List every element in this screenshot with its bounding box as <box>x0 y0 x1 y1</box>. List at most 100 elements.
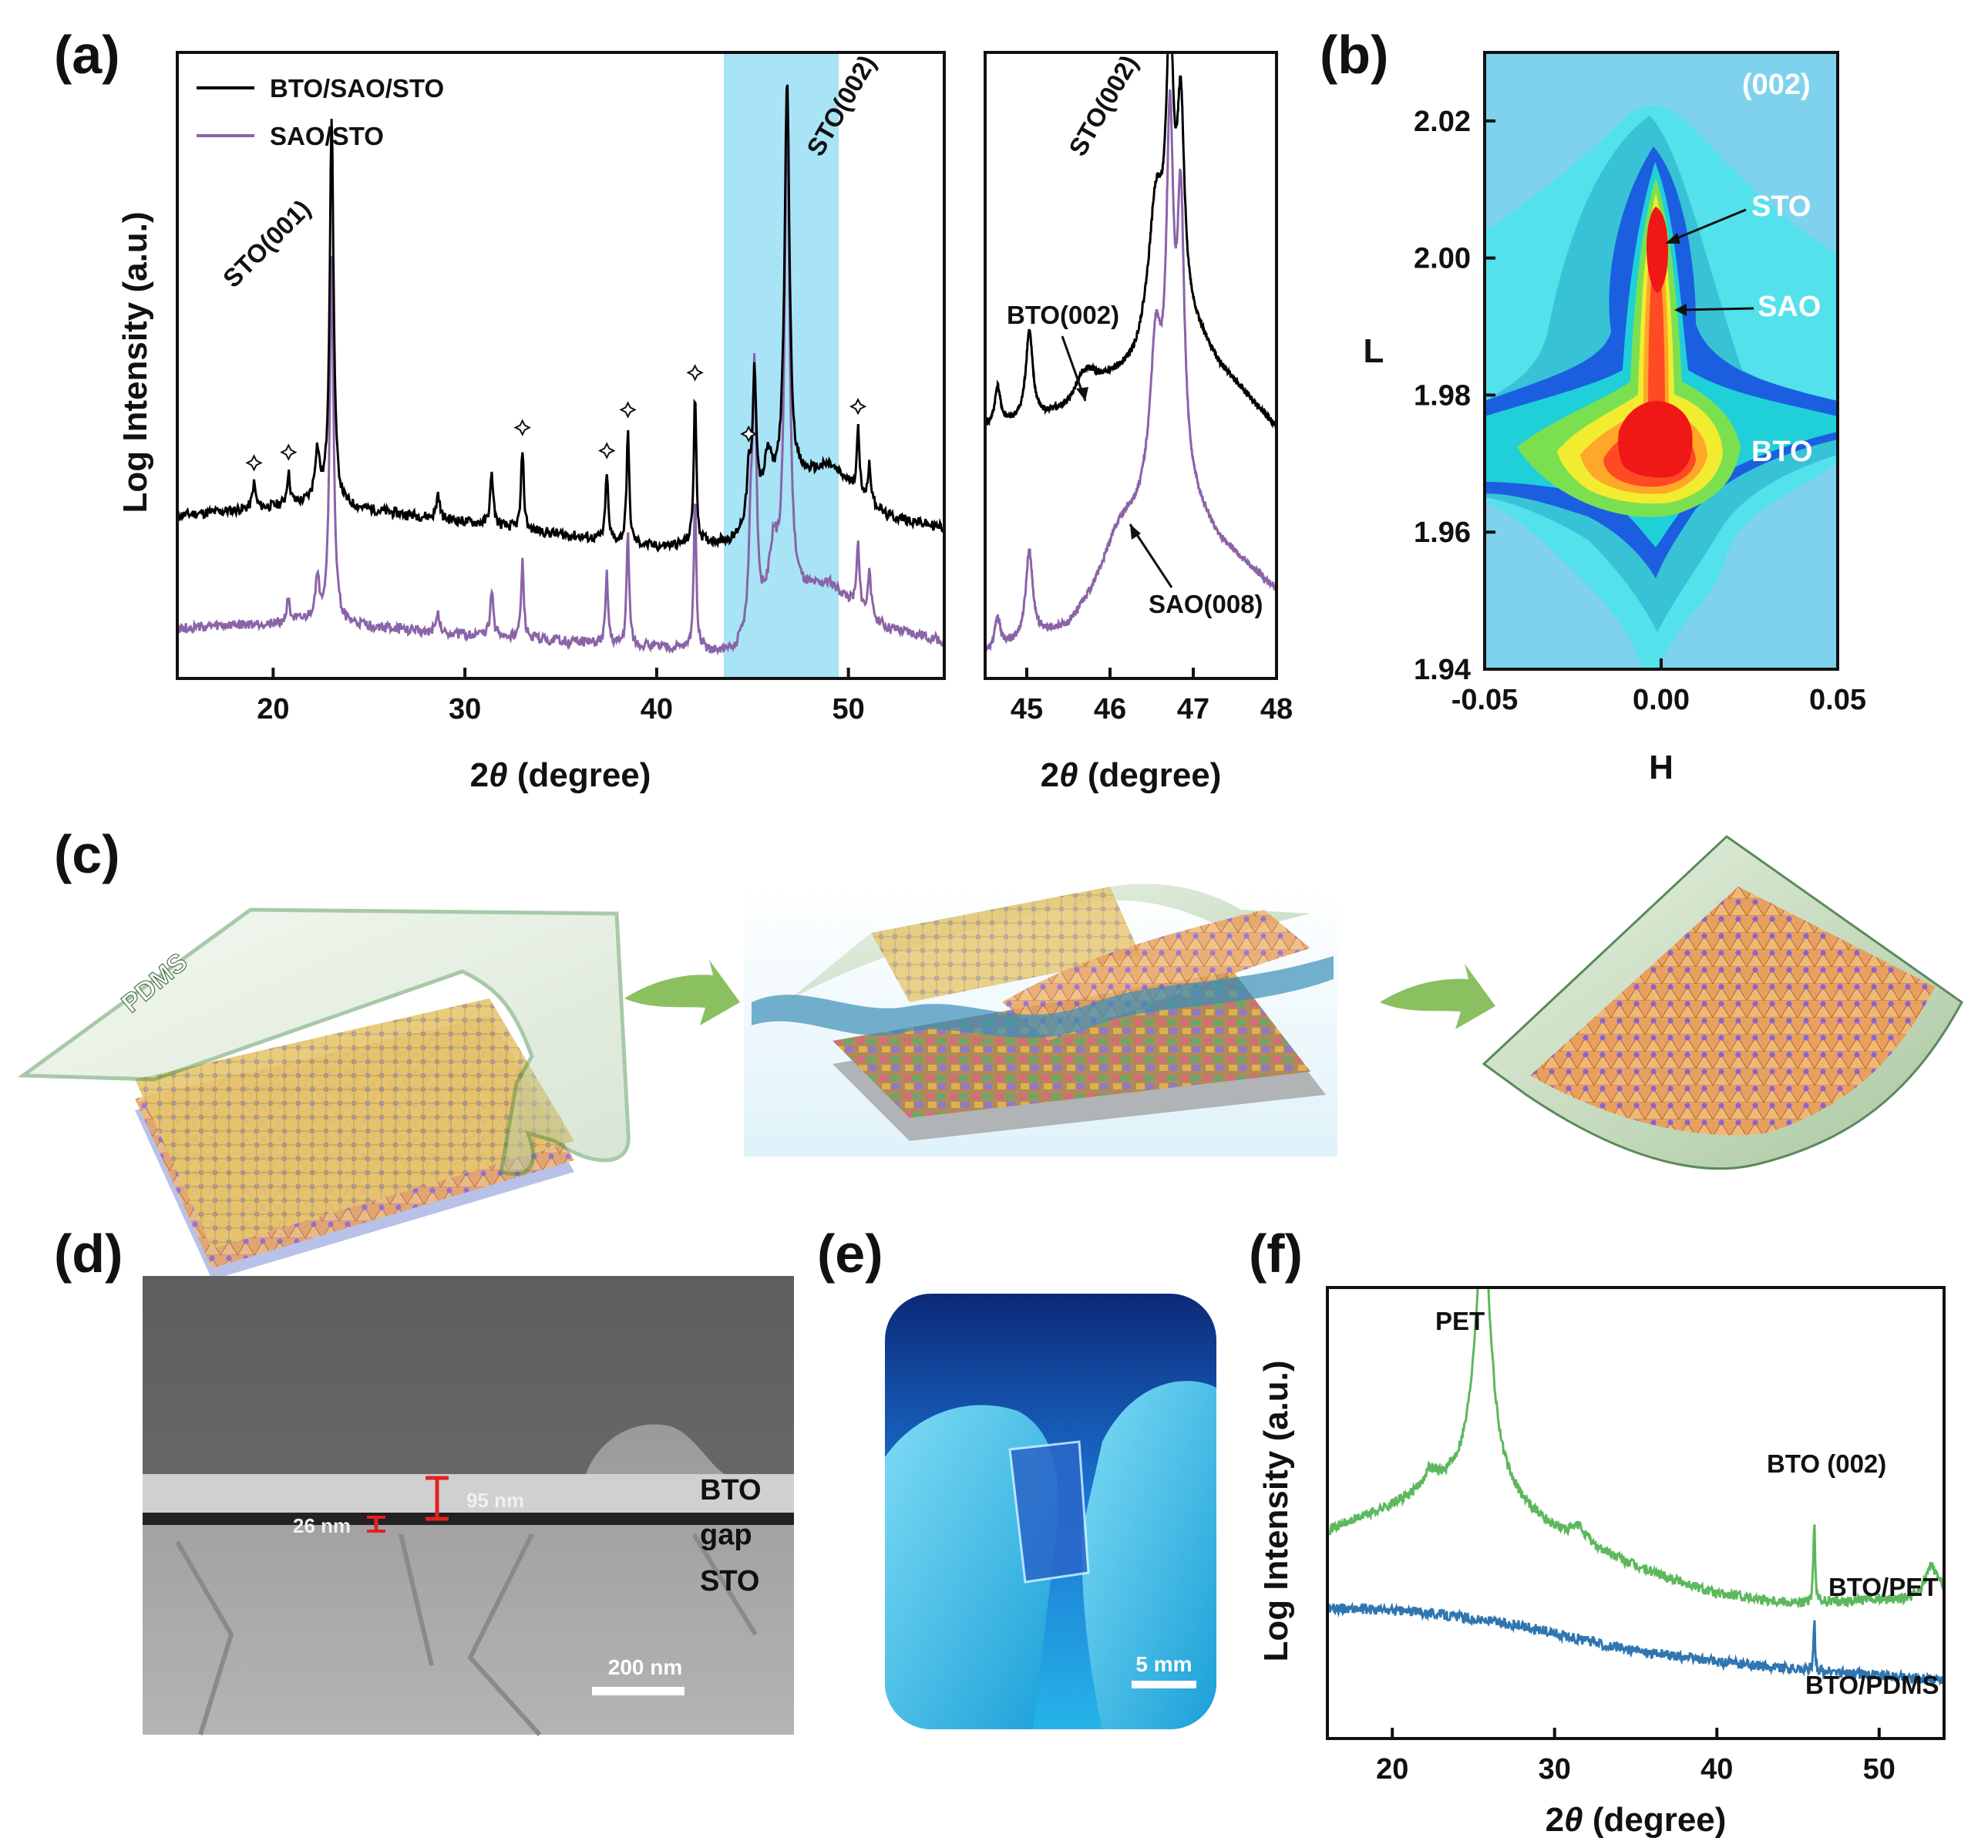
flexible-film-sample <box>1008 1440 1090 1584</box>
zoom-x-axis-label: 2θ (degree) <box>1041 756 1222 794</box>
f-annotation-bto-002: BTO (002) <box>1767 1449 1886 1478</box>
film-lattice <box>135 998 574 1249</box>
series-line-bto-pet <box>1327 1288 1944 1610</box>
sem-gap-layer <box>143 1513 794 1525</box>
thickness-label-95: 95 nm <box>466 1489 524 1512</box>
process-arrow-1 <box>624 960 740 1025</box>
y-tick-label: 1.96 <box>1414 517 1471 549</box>
series-line-bto-sao-sto-black <box>177 84 944 553</box>
sem-grain-boundaries <box>175 1533 758 1737</box>
substrate-peak-star <box>597 442 616 459</box>
panel-label-b: (b) <box>1320 25 1388 85</box>
zoom-annotation-sto-002: STO(002) <box>1063 50 1143 160</box>
x-ticks: 20 30 40 50 <box>257 668 865 725</box>
substrate-peak-star <box>619 401 637 419</box>
zoom-x-ticks: 45 46 47 48 <box>1011 668 1293 725</box>
arrow-sao <box>1680 307 1754 311</box>
y-tick-label: 2.00 <box>1414 243 1471 275</box>
x-axis-label-post: (degree) <box>508 756 651 794</box>
legend-label-bto-sao-sto: BTO/SAO/STO <box>270 74 444 103</box>
panel-b-rsm-map: -0.05 0.00 0.05 1.94 1.96 1.98 2.00 2.02 (002)… <box>1364 51 1866 786</box>
schematic-step-2 <box>744 884 1337 1156</box>
substrate-peak-star <box>849 398 867 416</box>
f-annotation-pet: PET <box>1435 1307 1485 1335</box>
arrowhead-sto <box>1665 233 1680 244</box>
x-axis-label-theta: θ <box>489 756 508 794</box>
panel-label-e: (e) <box>817 1224 883 1284</box>
x-tick-label: 40 <box>1700 1753 1733 1786</box>
map-x-axis-label: H <box>1649 749 1673 786</box>
y-tick-label: 2.02 <box>1414 106 1471 138</box>
thickness-label-26: 26 nm <box>293 1514 351 1537</box>
zoom-arrowhead-sao <box>1130 524 1141 540</box>
contour-level-8 <box>1603 224 1696 487</box>
panel-label-d: (d) <box>54 1224 123 1284</box>
substrate-peak-star <box>513 419 531 436</box>
panel-label-f: (f) <box>1249 1224 1303 1284</box>
x-tick-label: 50 <box>832 693 864 725</box>
arrowhead-sao <box>1674 304 1687 316</box>
star-markers <box>245 364 867 472</box>
peak-label-sto: STO <box>1751 190 1811 223</box>
sem-bto-layer <box>143 1474 794 1514</box>
sem-scale-label: 200 nm <box>608 1655 683 1679</box>
schematic-step-3 <box>1482 835 1963 1170</box>
x-tick-label: 30 <box>449 693 481 725</box>
zoom-plot-frame <box>984 51 1278 680</box>
x-tick-label: 20 <box>257 693 289 725</box>
sto-peak-core <box>1647 207 1668 293</box>
sem-label-gap: gap <box>700 1519 752 1551</box>
f-x-axis-label-pre: 2 <box>1546 1801 1564 1839</box>
substrate-peak-star <box>686 364 704 382</box>
x-axis-label: 2θ (degree) <box>470 756 651 794</box>
x-tick-label: 46 <box>1094 693 1126 725</box>
zoom-x-axis-label-pre: 2 <box>1041 756 1059 794</box>
substrate-peak-star <box>245 454 263 472</box>
process-arrow-2 <box>1380 964 1495 1029</box>
x-tick-label: 47 <box>1177 693 1209 725</box>
map-y-ticks: 1.94 1.96 1.98 2.00 2.02 <box>1414 106 1495 686</box>
map-y-axis-label: L <box>1364 332 1384 370</box>
peak-label-sao: SAO <box>1758 291 1821 323</box>
series-line-bto-pdms <box>1327 1601 1944 1688</box>
x-tick-label: 20 <box>1376 1753 1408 1786</box>
f-series-label-bto-pet: BTO/PET <box>1828 1573 1938 1601</box>
x-tick-label: 48 <box>1260 693 1293 725</box>
f-y-axis-label: Log Intensity (a.u.) <box>1257 1360 1295 1661</box>
map-title: (002) <box>1742 69 1811 101</box>
panel-a-main-chart: 20 30 40 50 BTO/SAO/STO SAO/STO STO(001) ST… <box>116 50 946 794</box>
panel-label-a: (a) <box>54 25 120 85</box>
sem-label-bto: BTO <box>700 1474 762 1506</box>
f-x-ticks: 20 30 40 50 <box>1376 1728 1895 1786</box>
x-tick-label: 30 <box>1539 1753 1571 1786</box>
water-wave <box>752 956 1334 1038</box>
f-plot-frame <box>1326 1286 1946 1740</box>
substrate-peak-star <box>740 425 758 443</box>
panel-label-c: (c) <box>54 824 120 884</box>
bto-peak-core <box>1618 401 1693 478</box>
panel-a-zoom-chart: 45 46 47 48 STO(002) BTO(002) SAO(008) 2θ (… <box>984 50 1293 794</box>
f-x-axis-label-theta: θ <box>1564 1801 1583 1839</box>
zoom-arrowhead-bto <box>1076 387 1088 401</box>
dissolved-sacrificial-layer <box>833 971 1310 1118</box>
x-tick-label: 0.00 <box>1633 684 1690 716</box>
arrow-sto <box>1670 208 1747 242</box>
y-tick-label: 1.98 <box>1414 379 1471 412</box>
zoom-x-axis-label-post: (degree) <box>1078 756 1222 794</box>
photo-scale-label: 5 mm <box>1135 1652 1192 1676</box>
zoom-series-line-bto-sao-sto <box>985 52 1277 429</box>
sem-label-sto: STO <box>700 1565 759 1597</box>
y-tick-label: 1.94 <box>1414 654 1471 686</box>
x-tick-label: 45 <box>1011 693 1043 725</box>
f-x-axis-label: 2θ (degree) <box>1546 1801 1727 1839</box>
series-line-bto-sao-sto <box>177 109 944 656</box>
peeled-film-lattice <box>871 887 1141 1002</box>
map-x-ticks: -0.05 0.00 0.05 <box>1451 658 1866 716</box>
y-axis-label: Log Intensity (a.u.) <box>116 211 154 513</box>
panel-d-sem: 95 nm 26 nm BTO gap STO 200 nm <box>143 1276 794 1737</box>
substrate-peak-star <box>280 443 298 461</box>
f-x-axis-label-post: (degree) <box>1583 1801 1727 1839</box>
zoom-annotation-bto-002: BTO(002) <box>1007 301 1119 329</box>
panel-f-chart: 20 30 40 50 PET BTO (002) BTO/PET BTO/PDMS … <box>1257 1286 1946 1839</box>
